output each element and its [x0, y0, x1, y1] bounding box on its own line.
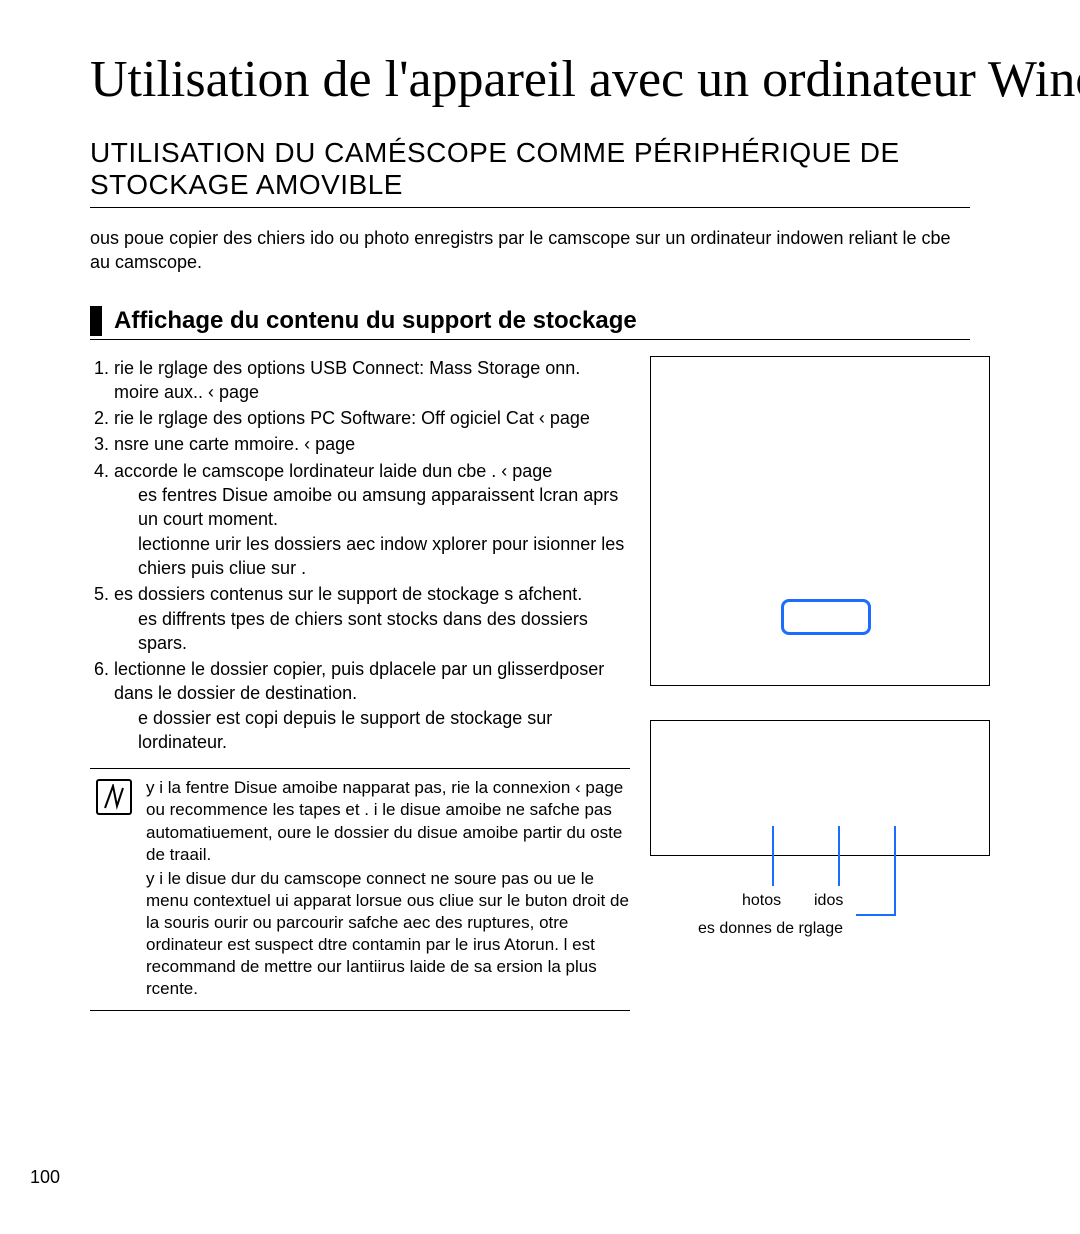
step-4: accorde le camscope lordinateur laide du… — [114, 459, 630, 580]
label-settings: es donnes de rglage — [698, 920, 843, 938]
label-videos: idos — [814, 892, 843, 910]
page-number: 100 — [30, 1167, 60, 1188]
note-icon — [96, 779, 132, 815]
step-6: lectionne le dossier copier, puis dplace… — [114, 657, 630, 754]
step-4-sub-1: es fentres Disue amoibe ou amsung appara… — [114, 483, 630, 532]
intro-paragraph: ous poue copier des chiers ido ou photo … — [90, 226, 970, 275]
step-1: rie le rglage des options USB Connect: M… — [114, 356, 630, 405]
step-5-sub-1: es diffrents tpes de chiers sont stocks … — [114, 607, 630, 656]
diagram-device — [650, 356, 990, 686]
subheading-bar — [90, 306, 102, 336]
diagram-folders — [650, 720, 990, 856]
callout-line-2 — [838, 826, 840, 886]
callout-line-1 — [772, 826, 774, 886]
note-1: y i la fentre Disue amoibe napparat pas,… — [146, 777, 630, 865]
step-2: rie le rglage des options PC Software: O… — [114, 406, 630, 430]
steps-list: rie le rglage des options USB Connect: M… — [90, 356, 630, 755]
section-title: UTILISATION DU CAMÉSCOPE COMME PÉRIPHÉRI… — [90, 137, 970, 208]
subheading: Affichage du contenu du support de stock… — [114, 303, 637, 339]
diagram-callouts: hotos idos es donnes de rglage — [650, 856, 990, 946]
step-3: nsre une carte mmoire. ‹ page — [114, 432, 630, 456]
label-photos: hotos — [742, 892, 781, 910]
page-title: Utilisation de l'appareil avec un ordina… — [90, 50, 1080, 109]
step-6-sub-1: e dossier est copi depuis le support de … — [114, 706, 630, 755]
note-block: y i la fentre Disue amoibe napparat pas,… — [90, 768, 630, 1011]
step-5: es dossiers contenus sur le support de s… — [114, 582, 630, 655]
note-2: y i le disue dur du camscope connect ne … — [146, 868, 630, 1001]
diagram-slot — [781, 599, 871, 635]
step-4-sub-2: lectionne urir les dossiers aec indow xp… — [114, 532, 630, 581]
callout-line-3 — [894, 826, 896, 916]
